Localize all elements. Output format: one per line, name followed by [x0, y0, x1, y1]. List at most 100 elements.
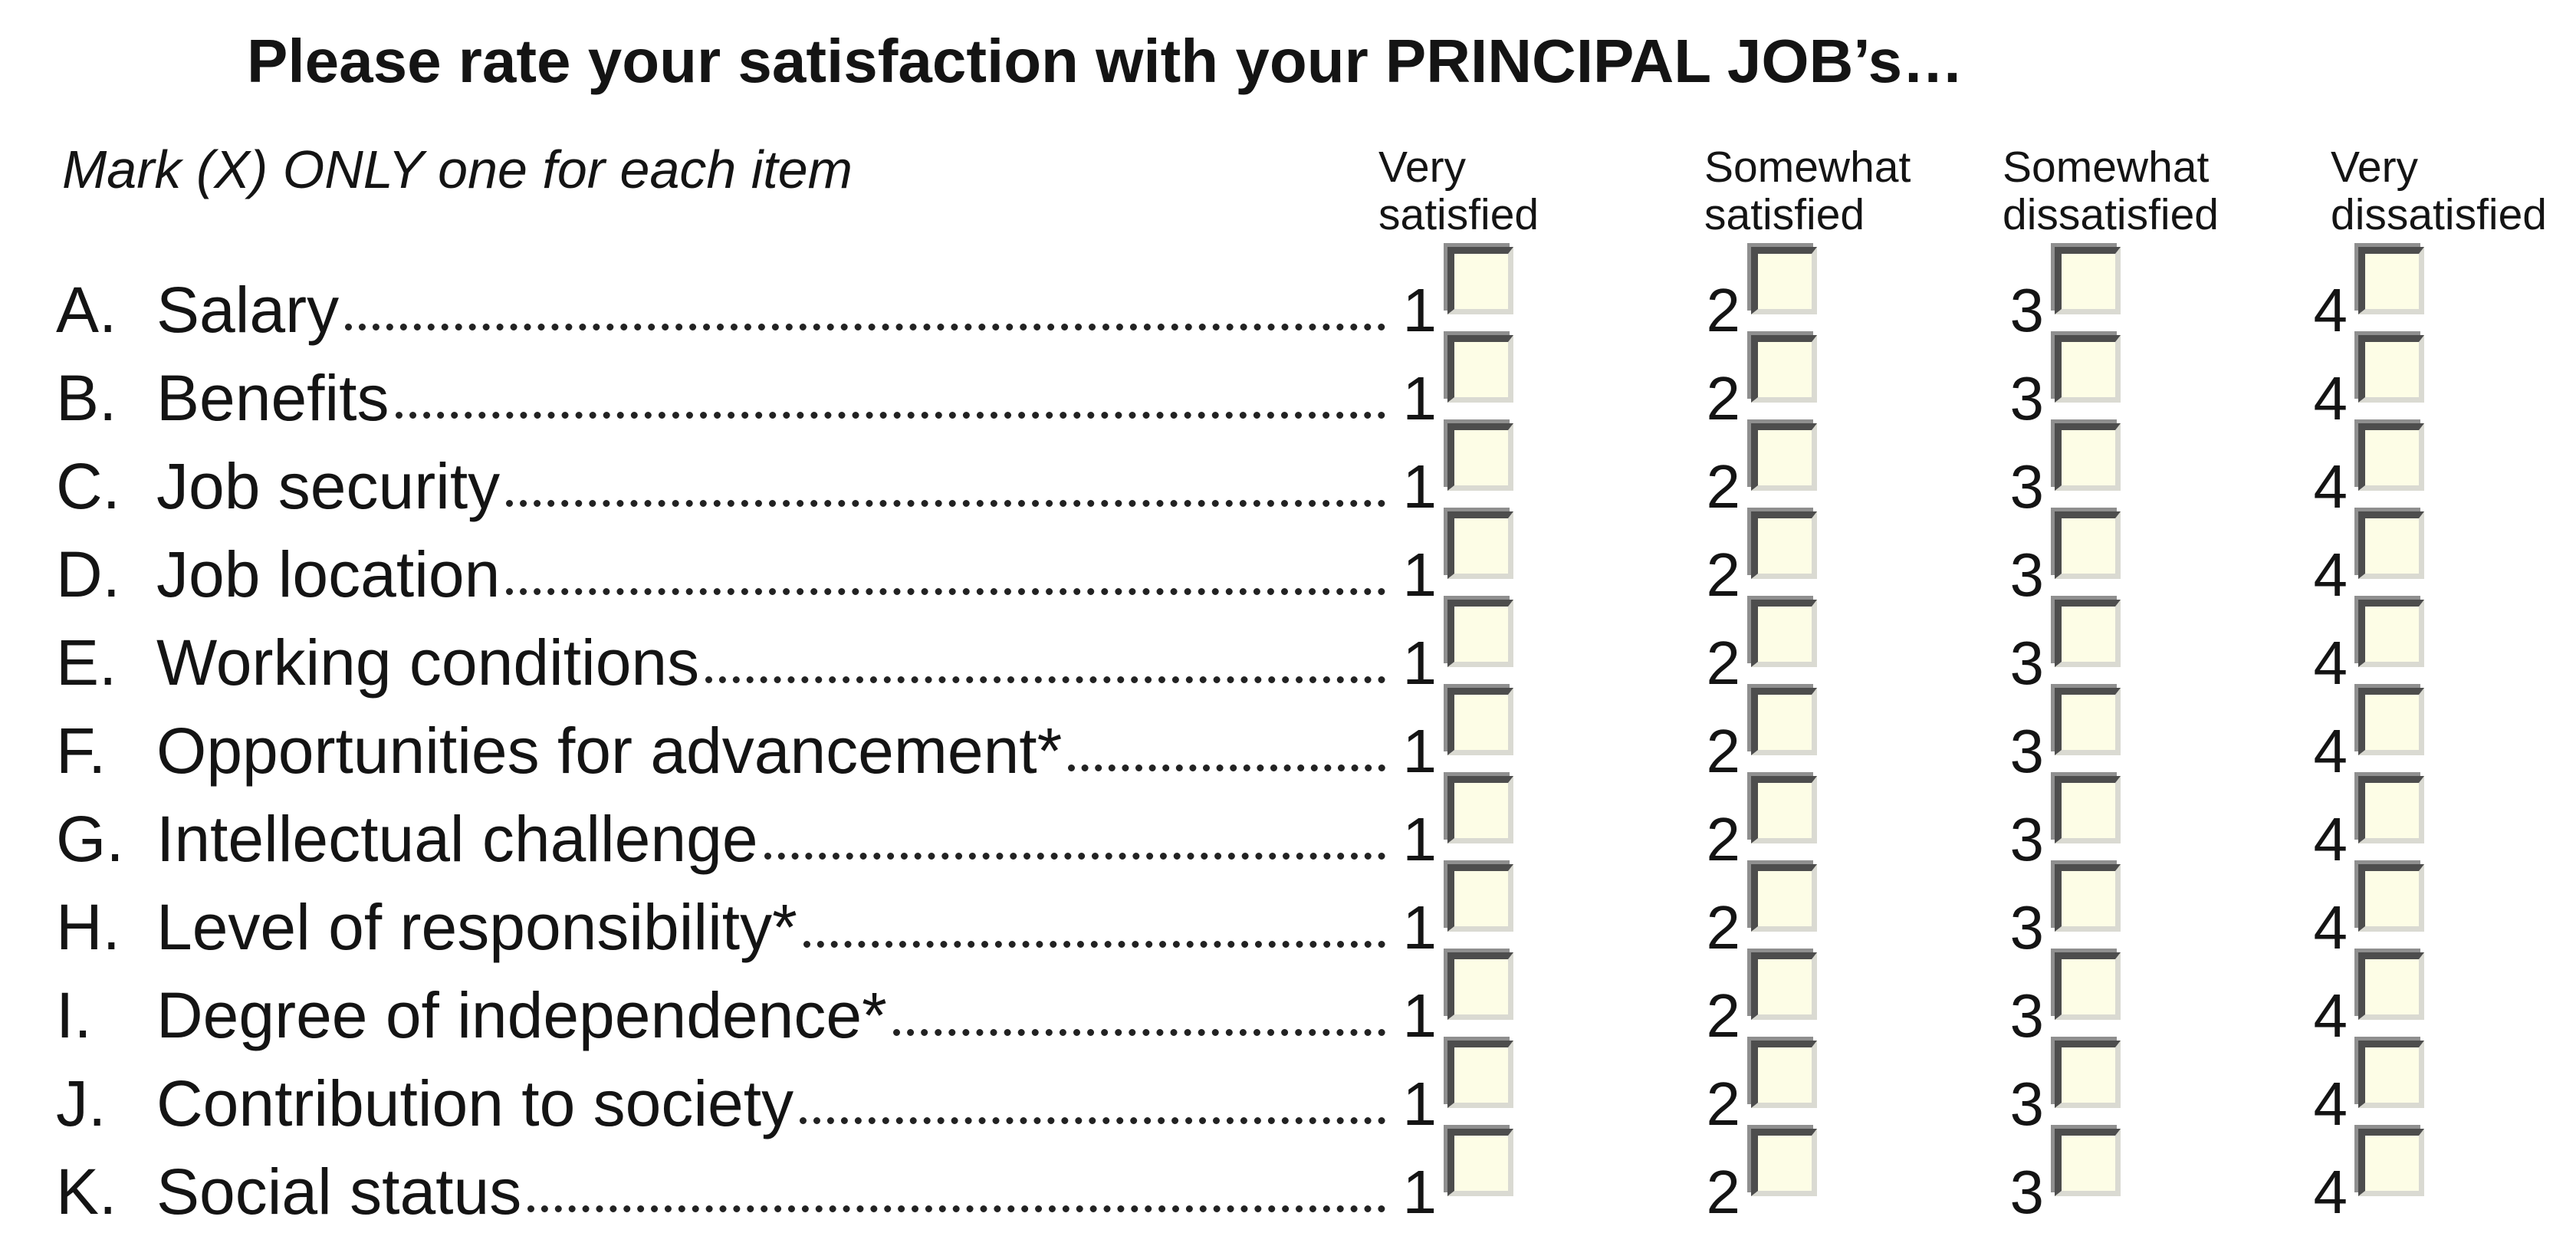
checkbox-k-4[interactable]: [2358, 1129, 2424, 1196]
table-row: D. Job location 1 2 3 4: [0, 508, 2576, 610]
row-letter: H.: [56, 891, 120, 963]
checkbox-j-3[interactable]: [2055, 1041, 2121, 1108]
row-letter: K.: [56, 1156, 117, 1228]
table-row: H. Level of responsibility* 1 2 3 4: [0, 861, 2576, 963]
checkbox-e-2[interactable]: [1751, 600, 1817, 667]
option-cell: 4: [2302, 776, 2424, 883]
checkbox-g-2[interactable]: [1751, 776, 1817, 843]
checkbox-c-2[interactable]: [1751, 423, 1817, 491]
checkbox-i-4[interactable]: [2358, 952, 2424, 1020]
option-number: 1: [1402, 805, 1438, 873]
checkbox-c-4[interactable]: [2358, 423, 2424, 491]
checkbox-b-1[interactable]: [1447, 335, 1513, 403]
checkbox-h-1[interactable]: [1447, 864, 1513, 932]
row-letter: J.: [56, 1067, 107, 1139]
row-label-group: E. Working conditions: [56, 619, 1392, 707]
option-number: 1: [1402, 717, 1438, 785]
option-cell: 1: [1391, 511, 1513, 619]
option-cell: 3: [1998, 335, 2121, 442]
row-label: Degree of independence*: [156, 979, 887, 1051]
row-label: Working conditions: [156, 626, 700, 699]
checkbox-b-3[interactable]: [2055, 335, 2121, 403]
checkbox-j-1[interactable]: [1447, 1041, 1513, 1108]
dotted-leader: [803, 941, 1385, 948]
table-row: B. Benefits 1 2 3 4: [0, 332, 2576, 434]
checkbox-j-2[interactable]: [1751, 1041, 1817, 1108]
checkbox-d-2[interactable]: [1751, 511, 1817, 579]
dotted-leader: [395, 412, 1385, 419]
checkbox-k-3[interactable]: [2055, 1129, 2121, 1196]
dotted-leader: [527, 1205, 1385, 1212]
option-cell: 4: [2302, 1041, 2424, 1148]
option-number: 3: [2009, 893, 2045, 962]
checkbox-a-2[interactable]: [1751, 247, 1817, 314]
checkbox-b-4[interactable]: [2358, 335, 2424, 403]
table-row: C. Job security 1 2 3 4: [0, 420, 2576, 522]
checkbox-i-3[interactable]: [2055, 952, 2121, 1020]
checkbox-d-4[interactable]: [2358, 511, 2424, 579]
option-cell: 2: [1694, 952, 1817, 1060]
checkbox-g-3[interactable]: [2055, 776, 2121, 843]
checkbox-a-1[interactable]: [1447, 247, 1513, 314]
checkbox-f-1[interactable]: [1447, 688, 1513, 755]
checkbox-h-3[interactable]: [2055, 864, 2121, 932]
checkbox-i-1[interactable]: [1447, 952, 1513, 1020]
option-number: 4: [2313, 1070, 2348, 1138]
checkbox-k-1[interactable]: [1447, 1129, 1513, 1196]
option-cell: 3: [1998, 952, 2121, 1060]
option-number: 2: [1706, 276, 1741, 344]
checkbox-g-4[interactable]: [2358, 776, 2424, 843]
option-number: 2: [1706, 981, 1741, 1050]
option-number: 2: [1706, 629, 1741, 697]
option-cell: 3: [1998, 423, 2121, 531]
checkbox-f-2[interactable]: [1751, 688, 1817, 755]
row-label: Salary: [156, 274, 340, 346]
option-cell: 3: [1998, 511, 2121, 619]
option-number: 4: [2313, 629, 2348, 697]
option-number: 4: [2313, 893, 2348, 962]
option-number: 1: [1402, 364, 1438, 432]
row-letter: B.: [56, 362, 117, 434]
checkbox-d-1[interactable]: [1447, 511, 1513, 579]
checkbox-c-3[interactable]: [2055, 423, 2121, 491]
checkbox-h-2[interactable]: [1751, 864, 1817, 932]
checkbox-i-2[interactable]: [1751, 952, 1817, 1020]
option-number: 2: [1706, 452, 1741, 521]
option-cell: 2: [1694, 776, 1817, 883]
checkbox-c-1[interactable]: [1447, 423, 1513, 491]
checkbox-d-3[interactable]: [2055, 511, 2121, 579]
checkbox-e-1[interactable]: [1447, 600, 1513, 667]
row-letter: G.: [56, 803, 124, 875]
checkbox-a-4[interactable]: [2358, 247, 2424, 314]
dotted-leader: [800, 1117, 1385, 1124]
option-cell: 3: [1998, 600, 2121, 707]
option-number: 4: [2313, 276, 2348, 344]
checkbox-g-1[interactable]: [1447, 776, 1513, 843]
option-number: 3: [2009, 541, 2045, 609]
checkbox-b-2[interactable]: [1751, 335, 1817, 403]
option-number: 3: [2009, 276, 2045, 344]
option-number: 2: [1706, 1070, 1741, 1138]
option-number: 3: [2009, 805, 2045, 873]
checkbox-f-4[interactable]: [2358, 688, 2424, 755]
option-number: 2: [1706, 717, 1741, 785]
checkbox-f-3[interactable]: [2055, 688, 2121, 755]
checkbox-j-4[interactable]: [2358, 1041, 2424, 1108]
checkbox-a-3[interactable]: [2055, 247, 2121, 314]
option-cell: 3: [1998, 864, 2121, 972]
checkbox-e-3[interactable]: [2055, 600, 2121, 667]
checkbox-e-4[interactable]: [2358, 600, 2424, 667]
option-cell: 4: [2302, 952, 2424, 1060]
dotted-leader: [892, 1029, 1385, 1036]
option-cell: 3: [1998, 1041, 2121, 1148]
option-number: 4: [2313, 541, 2348, 609]
option-cell: 4: [2302, 600, 2424, 707]
checkbox-h-4[interactable]: [2358, 864, 2424, 932]
option-cell: 1: [1391, 600, 1513, 707]
checkbox-k-2[interactable]: [1751, 1129, 1817, 1196]
table-row: A. Salary 1 2 3 4: [0, 244, 2576, 346]
rating-grid: A. Salary 1 2 3 4 B. Benefits 1 2 3 4 C. Job security…: [0, 244, 2576, 1228]
option-cell: 3: [1998, 688, 2121, 795]
row-label: Contribution to society: [156, 1067, 794, 1139]
